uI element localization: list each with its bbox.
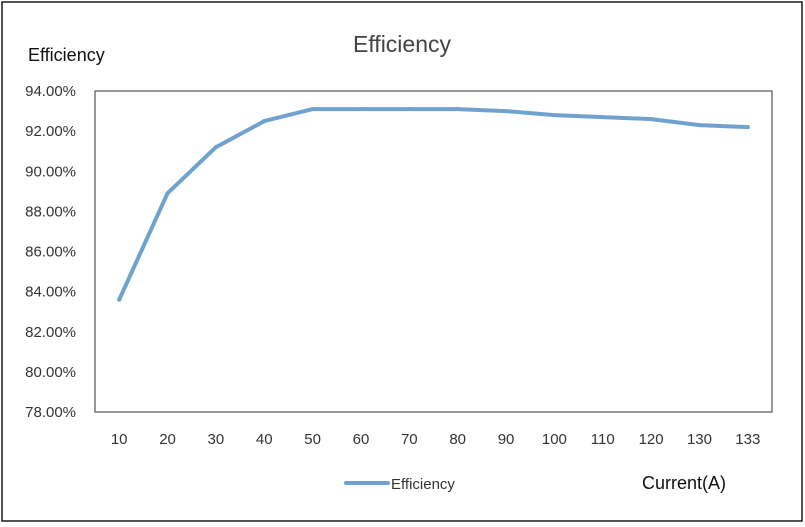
y-axis-title: Efficiency — [28, 45, 105, 65]
data-point — [455, 107, 460, 112]
y-tick-label: 78.00% — [25, 404, 76, 421]
y-axis-ticks: 78.00% 80.00% 82.00% 84.00% 86.00% 88.00% 90.0… — [25, 83, 76, 421]
x-tick-label: 50 — [304, 431, 321, 448]
y-tick-label: 94.00% — [25, 83, 76, 100]
data-point — [310, 107, 315, 112]
x-axis-title: Current(A) — [642, 473, 726, 493]
data-point — [649, 117, 654, 122]
data-point — [407, 107, 412, 112]
data-point — [213, 145, 218, 150]
plot-area — [94, 90, 773, 413]
series-line-efficiency — [117, 107, 750, 302]
x-tick-label: 100 — [542, 431, 567, 448]
data-point — [165, 191, 170, 196]
x-tick-label: 60 — [353, 431, 370, 448]
x-tick-label: 40 — [256, 431, 273, 448]
x-tick-label: 30 — [208, 431, 225, 448]
x-tick-label: 110 — [591, 431, 615, 448]
y-tick-label: 88.00% — [25, 203, 76, 220]
x-tick-label: 10 — [111, 431, 128, 448]
y-tick-label: 86.00% — [25, 244, 76, 261]
y-tick-label: 84.00% — [25, 284, 76, 301]
x-axis-ticks: 10 20 30 40 50 60 70 80 90 100 110 120 130 133 — [111, 431, 761, 448]
data-point — [117, 297, 122, 302]
series-layer — [117, 107, 750, 302]
data-point — [552, 113, 557, 118]
y-tick-label: 80.00% — [25, 364, 76, 381]
y-tick-label: 82.00% — [25, 324, 76, 341]
x-tick-label: 90 — [498, 431, 515, 448]
x-tick-label: 80 — [449, 431, 466, 448]
data-point — [745, 125, 750, 130]
legend-label: Efficiency — [391, 476, 455, 493]
data-point — [697, 123, 702, 128]
data-point — [358, 107, 363, 112]
x-tick-label: 133 — [735, 431, 760, 448]
x-tick-label: 70 — [401, 431, 418, 448]
x-tick-label: 120 — [639, 431, 664, 448]
y-tick-label: 92.00% — [25, 123, 76, 140]
data-point — [504, 109, 509, 114]
data-point — [262, 119, 267, 124]
x-tick-label: 130 — [687, 431, 712, 448]
y-tick-label: 90.00% — [25, 163, 76, 180]
data-point — [600, 115, 605, 120]
x-tick-label: 20 — [159, 431, 176, 448]
chart-title: Efficiency — [353, 31, 452, 57]
